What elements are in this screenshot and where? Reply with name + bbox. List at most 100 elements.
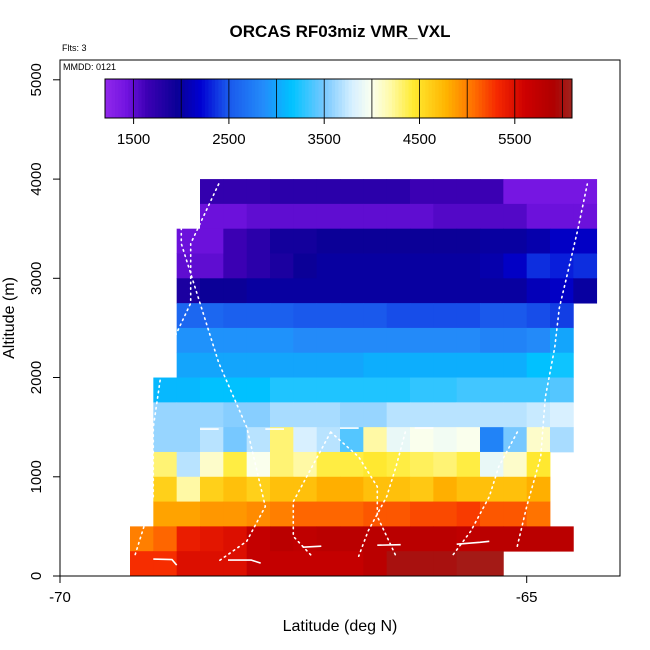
flight-track (451, 431, 519, 558)
colorbar-swatch (351, 79, 356, 118)
colorbar-swatch (488, 79, 493, 118)
heatmap-cell (480, 327, 504, 354)
heatmap-cell (526, 203, 551, 230)
heatmap-cell (433, 327, 458, 354)
heatmap-cell (363, 253, 388, 279)
heatmap-cell (433, 352, 458, 378)
colorbar-swatch (391, 79, 396, 118)
heatmap-cell (386, 303, 411, 329)
heatmap-cell (200, 501, 224, 527)
y-tick-label: 5000 (28, 63, 45, 96)
heatmap-cell (223, 303, 248, 329)
heatmap-cell (480, 203, 504, 230)
colorbar-swatch (105, 79, 109, 118)
heatmap-cell (410, 327, 434, 354)
heatmap-cell (340, 203, 364, 230)
heatmap-cell (550, 427, 574, 453)
colorbar-swatch (245, 79, 249, 118)
heatmap-cell (246, 526, 271, 552)
heatmap-cell (456, 427, 481, 453)
colorbar-swatch (445, 79, 450, 118)
colorbar-swatch (138, 79, 143, 118)
colorbar-swatch (401, 79, 406, 118)
colorbar-swatch (198, 79, 203, 118)
heatmap-cell (456, 551, 481, 577)
heatmap-cell (386, 352, 411, 378)
heatmap-cell (456, 179, 481, 205)
heatmap-cell (316, 352, 341, 378)
heatmap-cell (456, 303, 481, 329)
heatmap-cell (410, 228, 434, 254)
y-tick-label: 0 (28, 572, 45, 580)
heatmap-cell (223, 203, 248, 230)
colorbar-swatch (158, 79, 163, 118)
heatmap-cell (270, 303, 294, 329)
heatmap-cell (316, 451, 341, 478)
colorbar-swatch (428, 79, 433, 118)
y-tick-label: 1000 (28, 460, 45, 493)
colorbar-tick-label: 2500 (212, 131, 245, 148)
heatmap-cell (363, 352, 388, 378)
heatmap-cell (293, 551, 318, 577)
colorbar-swatch (358, 79, 363, 118)
colorbar-tick-label: 1500 (117, 131, 150, 148)
heatmap-cell (456, 501, 481, 527)
heatmap-cell (550, 352, 574, 378)
heatmap-cell (363, 427, 388, 453)
colorbar-swatch (398, 79, 403, 118)
heatmap-cell (223, 476, 248, 502)
heatmap-cell (480, 476, 504, 502)
heatmap-cell (363, 377, 388, 403)
colorbar-swatch (435, 79, 440, 118)
heatmap-cell (340, 476, 364, 502)
colorbar-swatch (238, 79, 243, 118)
heatmap-cell (270, 377, 294, 403)
date-annotation: MMDD: 0121 (63, 62, 116, 72)
heatmap-cell (316, 278, 341, 304)
heatmap-cell (130, 526, 154, 552)
colorbar-swatch (161, 79, 166, 118)
colorbar-swatch (361, 79, 366, 118)
heatmap-cell (503, 476, 528, 502)
heatmap-cell (223, 377, 248, 403)
heatmap-cell (433, 377, 458, 403)
heatmap-cell (503, 203, 528, 230)
heatmap-cell (433, 427, 458, 453)
heatmap-cell (456, 402, 481, 428)
heatmap-cell (503, 278, 528, 304)
colorbar-swatch (178, 79, 183, 118)
heatmap-cell (246, 228, 271, 254)
heatmap-cell (386, 203, 411, 230)
colorbar-swatch (511, 79, 516, 118)
heatmap-cell (433, 451, 458, 478)
colorbar-swatch (385, 79, 390, 118)
heatmap-cell (363, 327, 388, 354)
heatmap-cell (573, 179, 598, 205)
heatmap-cell (410, 427, 434, 453)
heatmap-cell (433, 179, 458, 205)
colorbar-swatch (395, 79, 400, 118)
colorbar-swatch (498, 79, 503, 118)
heatmap-cell (410, 303, 434, 329)
heatmap-cell (293, 476, 318, 502)
colorbar-tick-label: 5500 (498, 131, 531, 148)
colorbar-swatch (318, 79, 323, 118)
heatmap-cell (340, 551, 364, 577)
colorbar-swatch (231, 79, 236, 118)
colorbar-swatch (411, 79, 416, 118)
colorbar-swatch (451, 79, 456, 118)
colorbar-swatch (501, 79, 506, 118)
heatmap-cell (270, 402, 294, 428)
heatmap-cell (316, 327, 341, 354)
heatmap-cell (503, 451, 528, 478)
colorbar: 1500 2500 3500 4500 5500 (104, 78, 573, 148)
heatmap-cell (176, 377, 201, 403)
heatmap-cell (316, 377, 341, 403)
colorbar-swatch (205, 79, 209, 118)
colorbar-swatch (215, 79, 219, 118)
colorbar-swatch (148, 79, 153, 118)
heatmap-cell (340, 253, 364, 279)
colorbar-swatch (441, 79, 446, 118)
colorbar-swatch (558, 79, 563, 118)
